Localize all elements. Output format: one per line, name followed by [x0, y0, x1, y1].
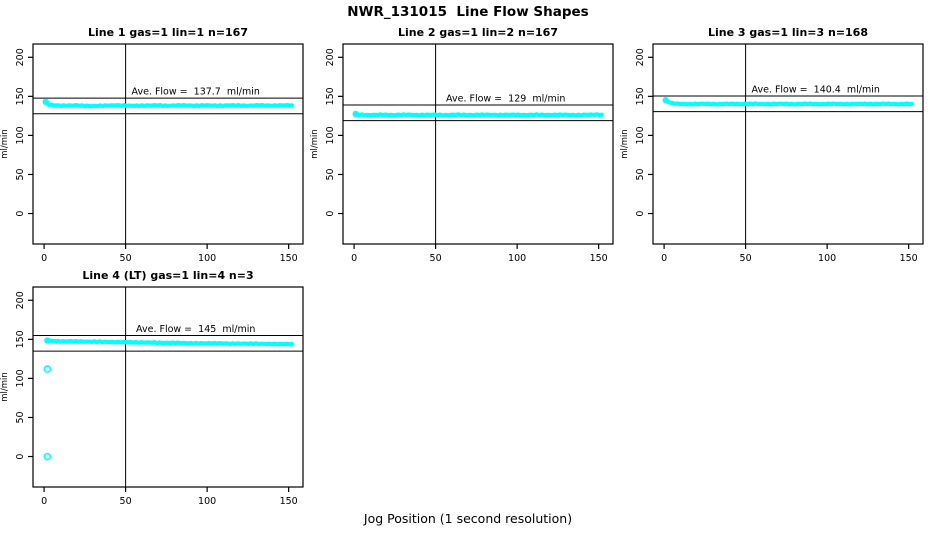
y-tick-label: 50 [15, 411, 26, 423]
x-tick-label: 0 [351, 253, 357, 264]
y-tick-label: 0 [635, 211, 646, 217]
avg-flow-annotation: Ave. Flow = 145 ml/min [136, 324, 255, 335]
panel-title: Line 3 gas=1 lin=3 n=168 [708, 26, 868, 39]
y-tick-label: 150 [15, 87, 26, 105]
flow-data-series [45, 338, 294, 347]
x-tick-label: 0 [661, 253, 667, 264]
avg-flow-annotation: Ave. Flow = 129 ml/min [446, 93, 565, 104]
y-tick-label: 50 [325, 168, 336, 180]
panel-line-1: 0 50 100 150 0 50 100 150 200 ml/min Line 1 gas=1 … [0, 26, 304, 264]
y-tick-label: 150 [15, 330, 26, 348]
y-axis-title: ml/min [0, 129, 10, 159]
avg-flow-annotation: Ave. Flow = 137.7 ml/min [132, 87, 260, 98]
y-tick-label: 200 [15, 291, 26, 309]
panel-border [32, 43, 304, 245]
panel-title: Line 2 gas=1 lin=2 n=167 [398, 26, 558, 39]
y-tick-label: 0 [325, 211, 336, 217]
flow-data-start-point [42, 98, 49, 106]
y-tick-label: 0 [15, 211, 26, 217]
panel-line-3: 0 50 100 150 0 50 100 150 200 ml/min Line 3 gas=1 … [620, 26, 924, 264]
x-tick-label: 150 [590, 253, 608, 264]
x-tick-label: 150 [280, 496, 298, 507]
panel-border [32, 286, 304, 488]
panel-line-2: 0 50 100 150 0 50 100 150 200 ml/min Line 2 gas=1 … [310, 26, 614, 264]
y-tick-label: 100 [325, 126, 336, 144]
flow-data-series [353, 111, 605, 118]
panel-line-4: 0 50 100 150 0 50 100 150 200 ml/min Line 4 (LT) g… [0, 269, 304, 507]
x-tick-label: 100 [508, 253, 526, 264]
x-tick-label: 50 [120, 253, 132, 264]
x-tick-label: 50 [120, 496, 132, 507]
x-tick-label: 100 [198, 496, 216, 507]
flow-data-series [663, 97, 915, 107]
panel-title: Line 1 gas=1 lin=1 n=167 [88, 26, 248, 39]
y-axis-title: ml/min [620, 129, 630, 159]
y-tick-label: 100 [15, 369, 26, 387]
x-tick-label: 150 [900, 253, 918, 264]
y-axis-title: ml/min [310, 129, 320, 159]
panel-title: Line 4 (LT) gas=1 lin=4 n=3 [82, 269, 253, 282]
y-tick-label: 150 [325, 87, 336, 105]
flow-data-start-point [662, 97, 669, 104]
x-tick-label: 50 [430, 253, 442, 264]
y-tick-label: 200 [325, 48, 336, 66]
x-tick-label: 0 [41, 496, 47, 507]
y-tick-label: 200 [635, 48, 646, 66]
y-tick-label: 50 [635, 168, 646, 180]
y-tick-label: 100 [15, 126, 26, 144]
flow-data-start-point [44, 337, 51, 344]
panel-border [342, 43, 614, 245]
flow-data-start-point [352, 110, 359, 118]
x-tick-label: 100 [198, 253, 216, 264]
panel-border [652, 43, 924, 245]
y-tick-label: 150 [635, 87, 646, 105]
x-tick-label: 150 [280, 253, 298, 264]
y-tick-label: 100 [635, 126, 646, 144]
x-axis-title: Jog Position (1 second resolution) [363, 511, 573, 526]
y-tick-label: 50 [15, 168, 26, 180]
y-axis-title: ml/min [0, 372, 10, 402]
flow-data-series [43, 99, 294, 109]
avg-flow-annotation: Ave. Flow = 140.4 ml/min [752, 85, 880, 96]
flow-outlier-point [43, 365, 52, 373]
flow-outlier-point [43, 452, 52, 461]
x-tick-label: 100 [818, 253, 836, 264]
y-tick-label: 200 [15, 48, 26, 66]
y-tick-label: 0 [15, 454, 26, 460]
x-tick-label: 50 [740, 253, 752, 264]
x-tick-label: 0 [41, 253, 47, 264]
page-title: NWR_131015 Line Flow Shapes [347, 4, 589, 20]
